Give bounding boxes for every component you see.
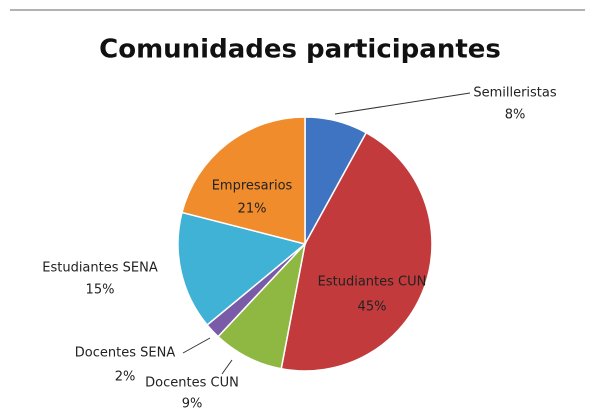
slice-label: Estudiantes CUN xyxy=(318,275,427,290)
leader-line xyxy=(221,359,233,375)
slice-label: Semilleristas xyxy=(473,86,557,101)
leader-line xyxy=(182,337,211,354)
pie xyxy=(177,116,433,372)
slice-label: Docentes SENA xyxy=(75,346,176,361)
slice-value-label: 45% xyxy=(358,300,387,315)
slice-value-label: 8% xyxy=(505,108,526,123)
slice-label: Estudiantes SENA xyxy=(42,261,158,276)
pie-slice xyxy=(280,131,433,372)
slice-value-label: 21% xyxy=(238,202,267,217)
slice-value-label: 9% xyxy=(182,397,203,412)
slice-label: Docentes CUN xyxy=(145,376,239,391)
leader-line xyxy=(334,92,471,115)
slice-value-label: 2% xyxy=(115,370,136,385)
slice-value-label: 15% xyxy=(86,283,115,298)
chart-title: Comunidades participantes xyxy=(99,35,501,65)
pie-slice xyxy=(177,211,307,327)
pie-slice xyxy=(181,116,306,245)
slice-label: Empresarios xyxy=(212,179,293,194)
